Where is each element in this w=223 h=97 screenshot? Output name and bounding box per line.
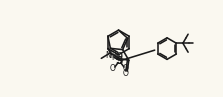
Text: HN: HN [111, 53, 122, 62]
Text: S: S [116, 56, 123, 66]
Text: O: O [110, 64, 116, 73]
Text: O: O [116, 52, 122, 61]
Text: O: O [123, 64, 129, 73]
Text: O: O [123, 69, 129, 78]
Text: NH: NH [105, 51, 117, 60]
